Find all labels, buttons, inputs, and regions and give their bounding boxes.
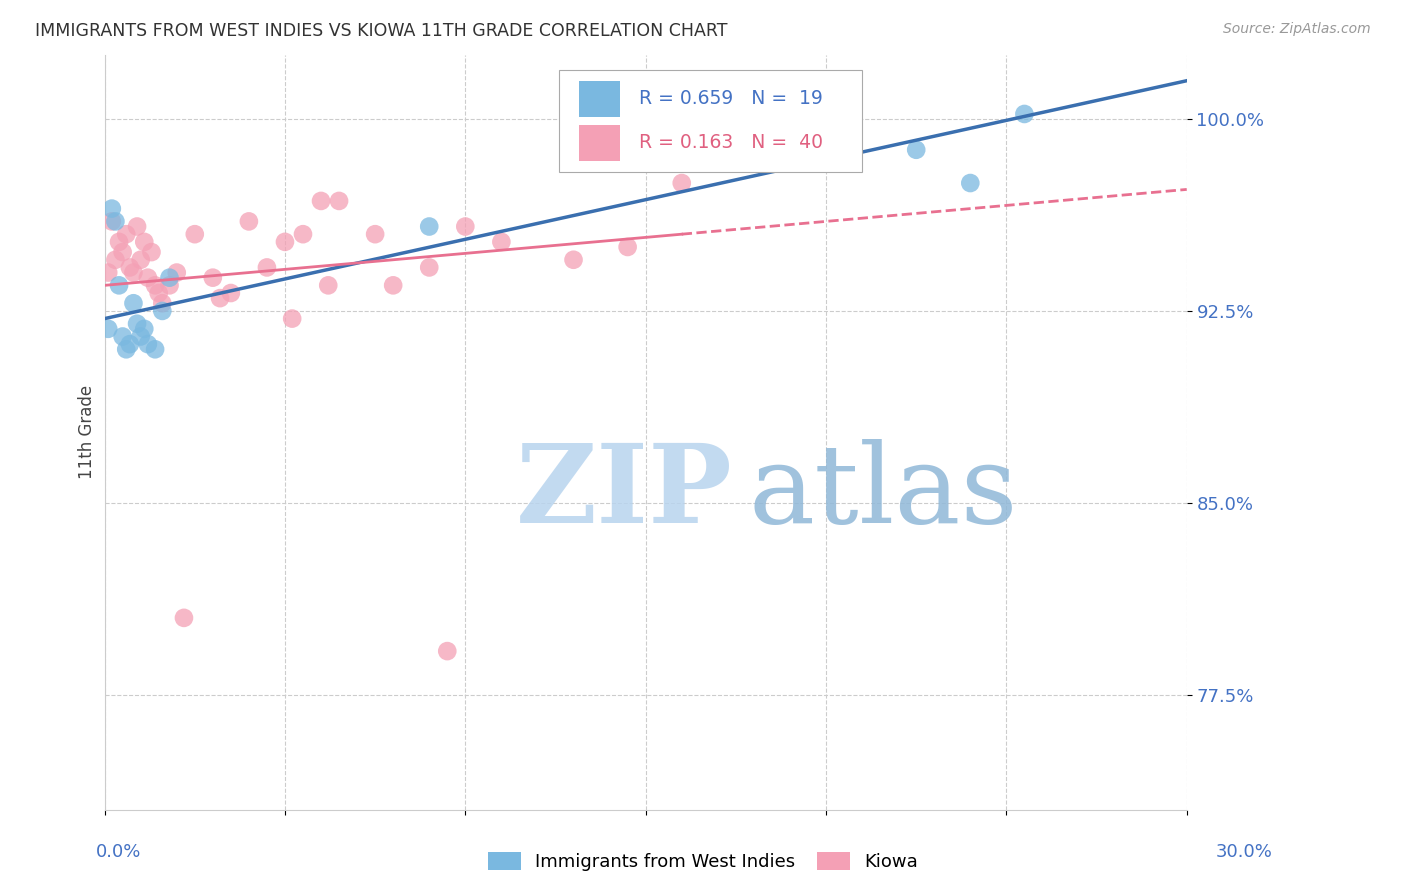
Point xyxy=(143,278,166,293)
Point xyxy=(115,343,138,357)
Point xyxy=(134,322,156,336)
Point xyxy=(101,214,124,228)
Point xyxy=(136,337,159,351)
Point xyxy=(108,235,131,249)
Point xyxy=(201,270,224,285)
Point xyxy=(436,644,458,658)
Point xyxy=(141,245,163,260)
Point xyxy=(309,194,332,208)
Point xyxy=(148,285,170,300)
Point xyxy=(104,214,127,228)
Point xyxy=(122,296,145,310)
Point xyxy=(281,311,304,326)
Point xyxy=(274,235,297,249)
Point xyxy=(491,235,513,249)
Text: IMMIGRANTS FROM WEST INDIES VS KIOWA 11TH GRADE CORRELATION CHART: IMMIGRANTS FROM WEST INDIES VS KIOWA 11T… xyxy=(35,22,728,40)
Point xyxy=(905,143,928,157)
Point xyxy=(134,235,156,249)
Point xyxy=(166,266,188,280)
Point xyxy=(129,329,152,343)
Point xyxy=(173,611,195,625)
Text: R = 0.659   N =  19: R = 0.659 N = 19 xyxy=(640,89,823,109)
Point xyxy=(125,317,148,331)
FancyBboxPatch shape xyxy=(560,70,862,172)
Point xyxy=(292,227,315,242)
Text: atlas: atlas xyxy=(748,439,1018,546)
Point xyxy=(959,176,981,190)
FancyBboxPatch shape xyxy=(579,125,620,161)
Point xyxy=(101,202,124,216)
Point xyxy=(108,278,131,293)
Point xyxy=(118,260,141,275)
Text: Source: ZipAtlas.com: Source: ZipAtlas.com xyxy=(1223,22,1371,37)
Point xyxy=(104,252,127,267)
Point xyxy=(418,260,440,275)
Point xyxy=(150,296,173,310)
Point xyxy=(111,329,134,343)
Text: 0.0%: 0.0% xyxy=(96,843,141,861)
Point xyxy=(159,278,181,293)
Point xyxy=(364,227,387,242)
Point xyxy=(616,240,638,254)
Point xyxy=(97,322,120,336)
Point xyxy=(219,285,242,300)
Point xyxy=(328,194,350,208)
Point xyxy=(118,337,141,351)
Point xyxy=(256,260,278,275)
Point xyxy=(150,304,173,318)
Point xyxy=(129,252,152,267)
Point xyxy=(122,266,145,280)
FancyBboxPatch shape xyxy=(579,81,620,117)
Point xyxy=(115,227,138,242)
Point xyxy=(454,219,477,234)
Text: ZIP: ZIP xyxy=(516,439,733,546)
Point xyxy=(418,219,440,234)
Point xyxy=(159,270,181,285)
Point xyxy=(208,291,231,305)
Y-axis label: 11th Grade: 11th Grade xyxy=(79,385,96,480)
Point xyxy=(97,266,120,280)
Text: 30.0%: 30.0% xyxy=(1216,843,1272,861)
Point xyxy=(111,245,134,260)
Point xyxy=(143,343,166,357)
Point xyxy=(238,214,260,228)
Point xyxy=(382,278,405,293)
Point xyxy=(316,278,339,293)
Point xyxy=(562,252,585,267)
Point xyxy=(125,219,148,234)
Legend: Immigrants from West Indies, Kiowa: Immigrants from West Indies, Kiowa xyxy=(481,845,925,879)
Point xyxy=(136,270,159,285)
Point xyxy=(184,227,207,242)
Point xyxy=(1014,107,1036,121)
Text: R = 0.163   N =  40: R = 0.163 N = 40 xyxy=(640,133,823,153)
Point xyxy=(671,176,693,190)
